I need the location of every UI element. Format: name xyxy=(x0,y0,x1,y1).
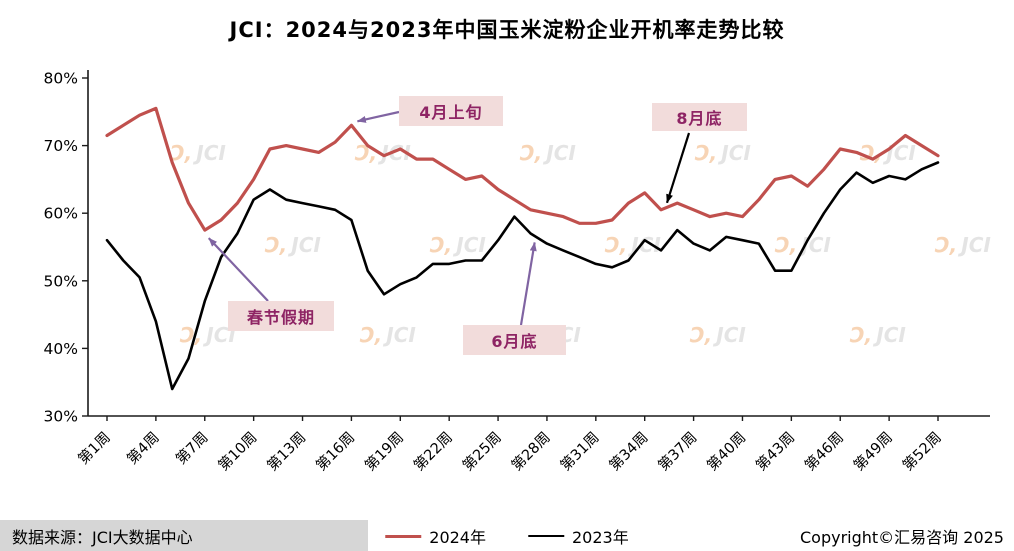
chart-legend: 2024年 2023年 xyxy=(385,524,629,548)
jci-watermark: Ͻ,JCI xyxy=(694,141,751,165)
jci-watermark: Ͻ,JCI xyxy=(859,141,916,165)
x-axis-label: 第25周 xyxy=(459,428,505,474)
y-axis-label: 50% xyxy=(44,272,78,290)
x-axis-label: 第40周 xyxy=(703,428,749,474)
x-axis-label: 第1周 xyxy=(74,428,114,468)
copyright: Copyright©汇易咨询 2025 xyxy=(800,528,1004,547)
y-axis-label: 40% xyxy=(44,340,78,358)
annotation-end-june: 6月底 xyxy=(463,325,566,355)
annotation-end-august: 8月底 xyxy=(652,103,747,131)
y-axis-label: 60% xyxy=(44,205,78,223)
jci-watermark: Ͻ,JCI xyxy=(519,141,576,165)
data-source: 数据来源：JCI大数据中心 xyxy=(0,520,368,551)
axes xyxy=(87,70,990,417)
y-axis-label: 30% xyxy=(44,408,78,426)
jci-watermark: Ͻ,JCI xyxy=(359,323,416,347)
legend-item-2023: 2023年 xyxy=(528,524,629,548)
annotation-early-april: 4月上旬 xyxy=(399,96,503,126)
x-axis-label: 第43周 xyxy=(752,428,798,474)
annotation-arrow xyxy=(519,241,537,326)
series-line-2023年 xyxy=(105,161,940,391)
x-axis-label: 第13周 xyxy=(263,428,309,474)
legend-label-2023: 2023年 xyxy=(572,528,629,547)
x-axis-label: 第31周 xyxy=(556,428,602,474)
annotation-arrow xyxy=(665,132,691,204)
y-axis-label: 70% xyxy=(44,137,78,155)
x-axis-label: 第37周 xyxy=(654,428,700,474)
x-axis-label: 第7周 xyxy=(172,428,212,468)
y-axis-label: 80% xyxy=(44,70,78,88)
jci-watermark: Ͻ,JCI xyxy=(429,233,486,257)
annotation-arrow xyxy=(207,237,269,302)
jci-watermark: Ͻ,JCI xyxy=(354,141,411,165)
x-axis-label: 第34周 xyxy=(605,428,651,474)
legend-label-2024: 2024年 xyxy=(429,528,486,547)
x-axis-label: 第46周 xyxy=(801,428,847,474)
jci-watermark: Ͻ,JCI xyxy=(689,323,746,347)
legend-item-2024: 2024年 xyxy=(385,524,486,548)
jci-watermark: Ͻ,JCI xyxy=(604,233,661,257)
x-axis-label: 第52周 xyxy=(899,428,945,474)
jci-watermark: Ͻ,JCI xyxy=(849,323,906,347)
jci-watermark: Ͻ,JCI xyxy=(264,233,321,257)
x-axis-label: 第49周 xyxy=(850,428,896,474)
x-axis-label: 第16周 xyxy=(312,428,358,474)
annotation-arrow xyxy=(356,110,400,123)
annotation-spring-festival: 春节假期 xyxy=(228,301,334,331)
watermark-layer: Ͻ, JCI Ͻ, JCI Ͻ, JCI Ͻ, JCI Ͻ, JCI Ͻ, JCI Ͻ, JCI Ͻ, JCI… xyxy=(169,141,991,347)
legend-line-swatch-2023 xyxy=(528,534,564,538)
x-axis-label: 第28周 xyxy=(507,428,553,474)
series-line-2024年 xyxy=(105,106,940,232)
x-axis-label: 第4周 xyxy=(123,428,163,468)
x-axis-label: 第10周 xyxy=(214,428,260,474)
x-axis-label: 第22周 xyxy=(410,428,456,474)
jci-watermark: Ͻ,JCI xyxy=(934,233,991,257)
x-axis-label: 第19周 xyxy=(361,428,407,474)
jci-watermark: Ͻ,JCI xyxy=(774,233,831,257)
chart-title: JCI：2024与2023年中国玉米淀粉企业开机率走势比较 xyxy=(229,18,785,42)
jci-watermark: Ͻ,JCI xyxy=(169,141,226,165)
legend-line-swatch-2024 xyxy=(385,534,422,538)
